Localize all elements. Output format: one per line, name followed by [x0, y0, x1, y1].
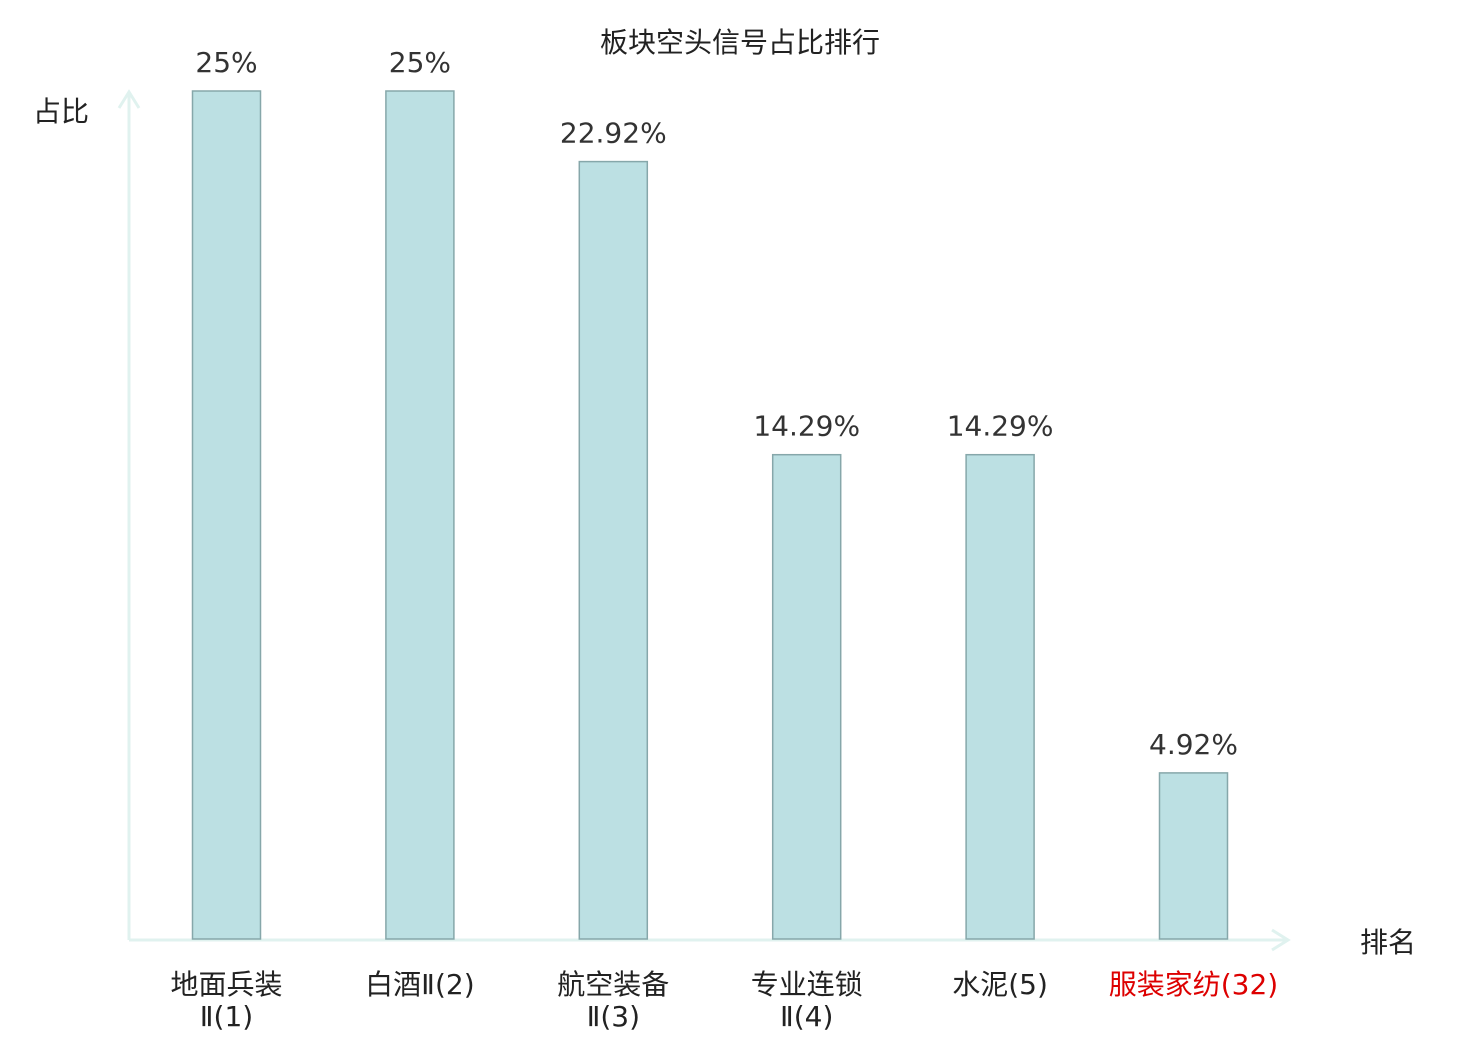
category-label: 白酒Ⅱ(2) [365, 968, 474, 1001]
bar-value-label: 25% [389, 46, 451, 79]
bar [1158, 772, 1229, 940]
y-axis-arrowhead [117, 89, 141, 109]
category-label-line: 专业连锁 [751, 968, 863, 1001]
x-axis-label: 排名 [1360, 926, 1416, 959]
y-axis-label: 占比 [33, 95, 89, 128]
category-label-line: 服装家纺(32) [1109, 968, 1278, 1001]
bar-value-label: 14.29% [753, 410, 860, 443]
bar [771, 453, 842, 940]
bar [965, 453, 1035, 940]
category-label: 专业连锁 Ⅱ(4) [751, 968, 863, 1033]
value-labels-group: 25% 25% 22.92% 14.29% 14.29% 4.92% [195, 46, 1238, 761]
category-label-line: Ⅱ(4) [780, 1000, 833, 1033]
bar-value-label: 14.29% [947, 410, 1054, 443]
bar [385, 90, 455, 940]
bar-value-label: 25% [195, 46, 257, 79]
bar-value-label: 22.92% [560, 117, 667, 150]
bar [578, 160, 649, 940]
bar [191, 90, 262, 940]
bars-group [191, 90, 1229, 940]
category-label: 地面兵装 Ⅱ(1) [170, 968, 282, 1033]
category-label: 航空装备 Ⅱ(3) [557, 968, 669, 1033]
category-label-line: 航空装备 [557, 968, 669, 1001]
category-label: 水泥(5) [952, 968, 1048, 1001]
category-label-line: 水泥(5) [952, 968, 1048, 1001]
category-labels-group: 地面兵装 Ⅱ(1) 白酒Ⅱ(2) 航空装备 Ⅱ(3) 专业连锁 Ⅱ(4) 水泥(5) 服装家纺(… [170, 968, 1278, 1033]
axes [117, 89, 1291, 952]
category-label-line: 白酒Ⅱ(2) [365, 968, 474, 1001]
bar-value-label: 4.92% [1149, 728, 1238, 761]
chart-title: 板块空头信号占比排行 [600, 26, 880, 59]
category-label-line: Ⅱ(3) [587, 1000, 640, 1033]
category-label: 服装家纺(32) [1109, 968, 1278, 1001]
x-axis-arrowhead [1271, 928, 1291, 952]
category-label-line: 地面兵装 [170, 968, 282, 1001]
category-label-line: Ⅱ(1) [200, 1000, 253, 1033]
